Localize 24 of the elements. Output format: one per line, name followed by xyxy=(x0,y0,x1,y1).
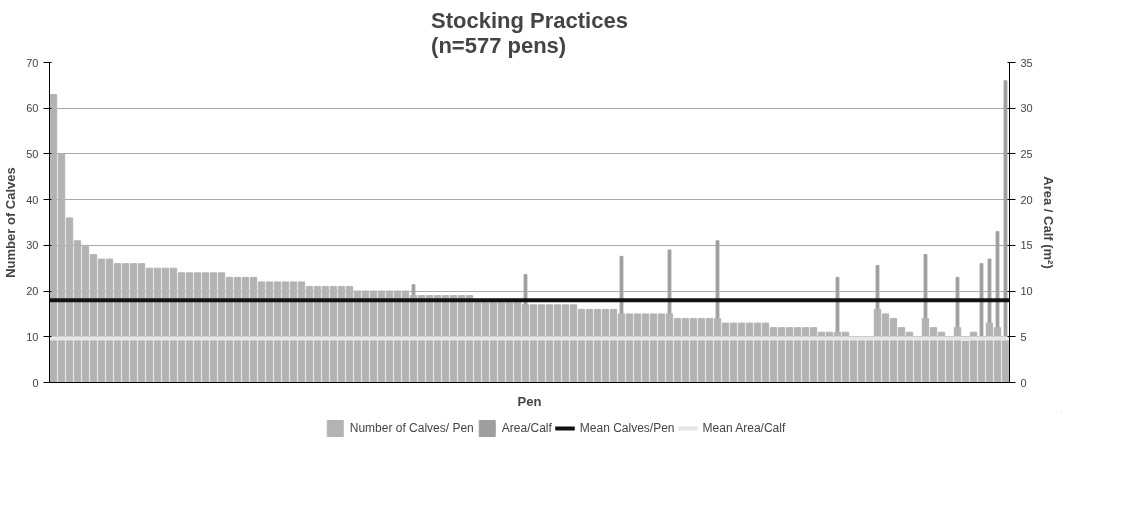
y2-tick-label: 5 xyxy=(1020,330,1027,343)
y2-tick-label: 15 xyxy=(1020,239,1033,252)
y2-tick-label: 30 xyxy=(1020,102,1033,115)
chart-title: Stocking Practices (n=577 pens) xyxy=(431,7,628,58)
y-axis-title: Number of Calves xyxy=(3,167,19,278)
legend-label: Number of Calves/ Pen xyxy=(349,421,474,435)
y-tick-label: 60 xyxy=(26,102,39,115)
y2-axis-title: Area / Calf (m²) xyxy=(1040,176,1056,269)
legend-label: Area/Calf xyxy=(501,421,552,435)
y-tick-label: 20 xyxy=(26,285,39,298)
y2-tick-label: 35 xyxy=(1020,56,1033,69)
y-tick-label: 30 xyxy=(26,239,39,252)
y-tick-label: 0 xyxy=(32,376,39,389)
legend-label: Mean Area/Calf xyxy=(702,421,786,435)
y2-tick-label: 20 xyxy=(1020,193,1033,206)
x-axis-title: Pen xyxy=(517,393,542,409)
y2-tick-label: 0 xyxy=(1020,376,1027,389)
y-tick-label: 40 xyxy=(26,193,39,206)
y2-tick-label: 10 xyxy=(1020,285,1033,298)
y2-tick-label: 25 xyxy=(1020,147,1033,160)
y-tick-label: 50 xyxy=(26,147,39,160)
y-tick-label: 70 xyxy=(26,56,39,69)
legend-label: Mean Calves/Pen xyxy=(579,421,675,435)
y-tick-label: 10 xyxy=(26,330,39,343)
